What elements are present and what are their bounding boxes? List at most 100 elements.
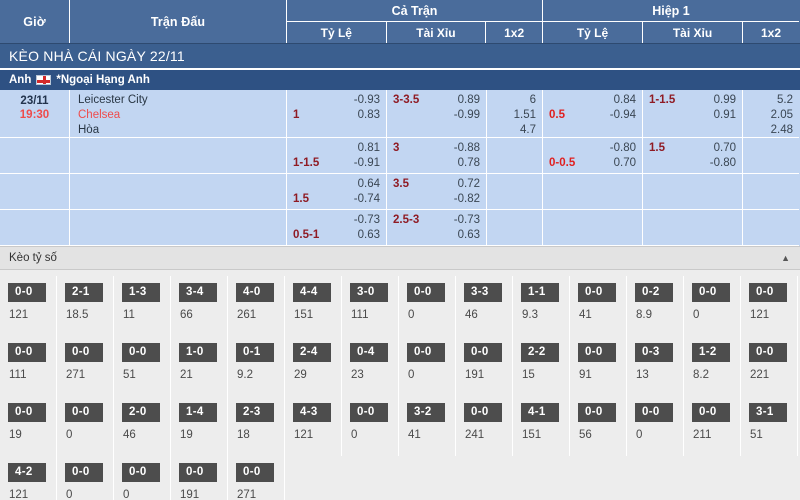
score-odds-item[interactable]: 0-0 91	[570, 336, 627, 396]
score-odds-item[interactable]: 0-0 211	[684, 396, 741, 456]
odds-row: 23/11 19:30 Leicester City Chelsea Hòa 1…	[0, 90, 800, 138]
ft-handicap-cell[interactable]: 0.5-1 -0.73 0.63	[287, 210, 387, 246]
score-odds-item[interactable]: 1-1 9.3	[513, 276, 570, 336]
h1-handicap-odd-2: 0.70	[613, 157, 636, 169]
score-odds-item[interactable]: 0-0 41	[570, 276, 627, 336]
score-odds-item[interactable]: 3-4 66	[171, 276, 228, 336]
score-chip: 0-0	[122, 463, 160, 482]
h1-handicap-cell[interactable]: 0.5 0.84 -0.94	[543, 90, 643, 138]
score-odds-item[interactable]: 4-2 121	[0, 456, 57, 500]
score-odd-value: 271	[66, 369, 86, 381]
score-odds-item[interactable]: 0-0 0	[399, 276, 456, 336]
score-odds-item[interactable]: 0-0 241	[456, 396, 513, 456]
score-odds-item[interactable]: 0-0 271	[57, 336, 114, 396]
score-odds-item[interactable]: 4-1 151	[513, 396, 570, 456]
score-chip: 3-0	[350, 283, 388, 302]
score-odds-item-empty	[627, 456, 684, 500]
score-odds-item[interactable]: 1-2 8.2	[684, 336, 741, 396]
ft-1x2-cell[interactable]: 6 1.51 4.7	[487, 90, 543, 138]
league-row[interactable]: Anh *Ngoại Hạng Anh	[0, 70, 800, 90]
score-odds-item[interactable]: 1-0 21	[171, 336, 228, 396]
score-odds-item[interactable]: 0-2 8.9	[627, 276, 684, 336]
score-odds-item[interactable]: 2-4 29	[285, 336, 342, 396]
team-draw: Hòa	[78, 124, 100, 136]
caret-up-icon[interactable]: ▲	[781, 252, 790, 263]
ft-overunder-odd-2: 0.78	[457, 157, 480, 169]
ft-handicap-odd-2: 0.63	[357, 229, 380, 241]
ft-handicap-cell[interactable]: 1-1.5 0.81 -0.91	[287, 138, 387, 174]
ft-1x2-home: 6	[529, 94, 536, 106]
ft-handicap-cell[interactable]: 1 -0.93 0.83	[287, 90, 387, 138]
h1-overunder-cell	[643, 174, 743, 210]
score-odds-item[interactable]: 0-3 13	[627, 336, 684, 396]
h1-overunder-line: 1-1.5	[649, 94, 676, 106]
score-odds-item[interactable]: 2-0 46	[114, 396, 171, 456]
ft-handicap-cell[interactable]: 1.5 0.64 -0.74	[287, 174, 387, 210]
ft-overunder-odd-1: -0.88	[453, 142, 480, 154]
score-odds-item[interactable]: 0-0 121	[0, 276, 57, 336]
score-odd-value: 121	[9, 309, 29, 321]
score-chip: 3-4	[179, 283, 217, 302]
score-odds-item[interactable]: 4-0 261	[228, 276, 285, 336]
ft-overunder-cell[interactable]: 2.5-3 -0.73 0.63	[387, 210, 487, 246]
ft-1x2-cell	[487, 210, 543, 246]
score-chip: 4-2	[8, 463, 46, 482]
score-chip: 3-2	[407, 403, 445, 422]
spacer-time-cell	[0, 174, 70, 210]
h1-overunder-cell[interactable]: 1.5 0.70 -0.80	[643, 138, 743, 174]
score-odds-item[interactable]: 0-0 51	[114, 336, 171, 396]
score-odds-item[interactable]: 2-3 18	[228, 396, 285, 456]
score-odds-item[interactable]: 0-0 56	[570, 396, 627, 456]
score-odds-item[interactable]: 0-0 0	[684, 276, 741, 336]
score-odds-item[interactable]: 0-1 9.2	[228, 336, 285, 396]
ft-overunder-cell[interactable]: 3 -0.88 0.78	[387, 138, 487, 174]
score-odds-item[interactable]: 3-0 111	[342, 276, 399, 336]
score-odds-item[interactable]: 1-4 19	[171, 396, 228, 456]
h1-1x2-cell	[743, 174, 799, 210]
score-chip: 0-0	[65, 343, 103, 362]
score-odds-item[interactable]: 0-0 191	[456, 336, 513, 396]
h1-overunder-odd-2: 0.91	[713, 109, 736, 121]
score-odds-section-header[interactable]: Kèo tỷ số ▲	[0, 246, 800, 270]
score-chip: 1-0	[179, 343, 217, 362]
score-odds-item[interactable]: 0-0 0	[57, 396, 114, 456]
h1-overunder-cell[interactable]: 1-1.5 0.99 0.91	[643, 90, 743, 138]
score-odd-value: 121	[750, 309, 770, 321]
score-odds-item[interactable]: 3-1 51	[741, 396, 798, 456]
score-odds-item[interactable]: 4-4 151	[285, 276, 342, 336]
score-odds-item[interactable]: 3-3 46	[456, 276, 513, 336]
score-odds-item[interactable]: 0-0 0	[627, 396, 684, 456]
score-odds-item-empty	[399, 456, 456, 500]
match-time-cell: 23/11 19:30	[0, 90, 70, 138]
h1-1x2-cell[interactable]: 5.2 2.05 2.48	[743, 90, 799, 138]
score-chip: 0-0	[407, 343, 445, 362]
score-chip: 0-2	[635, 283, 673, 302]
score-odds-item[interactable]: 0-0 221	[741, 336, 798, 396]
ft-overunder-line: 2.5-3	[393, 214, 420, 226]
score-odds-item[interactable]: 0-0 19	[0, 396, 57, 456]
score-odds-item[interactable]: 0-0 0	[342, 396, 399, 456]
score-odds-item[interactable]: 4-3 121	[285, 396, 342, 456]
score-odds-item[interactable]: 0-4 23	[342, 336, 399, 396]
score-odd-value: 151	[522, 429, 542, 441]
score-odds-item[interactable]: 0-0 271	[228, 456, 285, 500]
score-odds-item[interactable]: 0-0 111	[0, 336, 57, 396]
score-odds-item[interactable]: 0-0 0	[114, 456, 171, 500]
score-odd-value: 19	[9, 429, 22, 441]
h1-handicap-cell[interactable]: 0-0.5 -0.80 0.70	[543, 138, 643, 174]
score-odds-item[interactable]: 0-0 0	[399, 336, 456, 396]
score-odds-item[interactable]: 3-2 41	[399, 396, 456, 456]
score-odds-item[interactable]: 1-3 11	[114, 276, 171, 336]
ft-overunder-cell[interactable]: 3.5 0.72 -0.82	[387, 174, 487, 210]
ft-overunder-cell[interactable]: 3-3.5 0.89 -0.99	[387, 90, 487, 138]
header-h1-1x2: 1x2	[760, 25, 782, 40]
score-odds-item[interactable]: 0-0 191	[171, 456, 228, 500]
score-odds-item-empty	[684, 456, 741, 500]
h1-1x2-draw: 2.05	[770, 109, 793, 121]
score-odd-value: 0	[66, 429, 73, 441]
score-odds-item[interactable]: 2-2 15	[513, 336, 570, 396]
score-odds-item[interactable]: 2-1 18.5	[57, 276, 114, 336]
score-odds-item[interactable]: 0-0 121	[741, 276, 798, 336]
score-odds-item[interactable]: 0-0 0	[57, 456, 114, 500]
ft-overunder-odd-1: -0.73	[453, 214, 480, 226]
